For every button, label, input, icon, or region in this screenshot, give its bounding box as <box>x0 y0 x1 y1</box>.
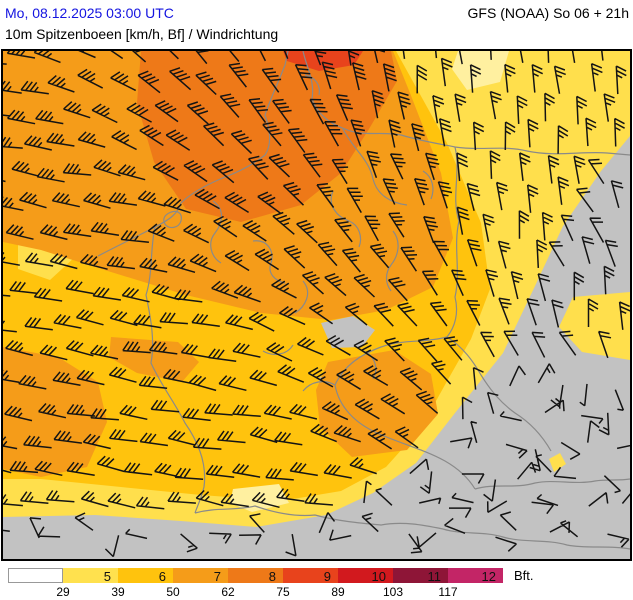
region-bft5-small-diamond <box>549 453 566 472</box>
border-line <box>210 200 223 264</box>
region-pale-ne-patch <box>452 51 509 90</box>
wind-barbs <box>3 51 630 558</box>
datetime-label: Mo, 08.12.2025 03:00 UTC <box>5 5 174 21</box>
legend-threshold: 117 <box>438 585 458 599</box>
legend-class-12: 12 <box>448 568 503 584</box>
border-line <box>262 344 294 355</box>
legend-unit-label: Bft. <box>514 568 534 583</box>
legend-class-9: 9 <box>283 568 338 584</box>
model-run-label: GFS (NOAA) So 06 + 21h <box>467 5 629 21</box>
legend-class-7: 7 <box>173 568 228 584</box>
legend-class-8: 8 <box>228 568 283 584</box>
legend-threshold: 103 <box>382 585 404 599</box>
legend-threshold: 89 <box>331 585 345 599</box>
legend-class-5: 5 <box>63 568 118 584</box>
border-line <box>304 74 320 96</box>
border-line <box>422 170 434 200</box>
border-line <box>446 336 552 452</box>
border-line <box>97 51 289 257</box>
border-line <box>334 146 476 490</box>
header-row: Mo, 08.12.2025 03:00 UTC GFS (NOAA) So 0… <box>5 5 629 21</box>
map-svg <box>3 51 630 558</box>
header: Mo, 08.12.2025 03:00 UTC GFS (NOAA) So 0… <box>0 0 633 48</box>
legend-boxes: 5 6 7 8 9 10 11 12 <box>8 568 503 584</box>
legend-class-11: 11 <box>393 568 448 584</box>
border-line <box>145 226 206 514</box>
region-bft7-france-2 <box>109 337 199 382</box>
weather-map <box>1 49 632 561</box>
region-bft8-northsea <box>137 51 397 222</box>
border-line <box>302 381 336 392</box>
wind-barbs-layer <box>3 51 630 558</box>
map-title: 10m Spitzenboeen [km/h, Bf] / Windrichtu… <box>5 26 279 42</box>
legend-threshold: 62 <box>221 585 235 599</box>
border-line <box>330 190 362 248</box>
border-line <box>252 240 286 284</box>
legend-class-6: 6 <box>118 568 173 584</box>
legend-class-10: 10 <box>338 568 393 584</box>
border-line <box>194 505 444 530</box>
border-line <box>294 280 309 314</box>
legend-class-below-29 <box>8 568 63 583</box>
legend-threshold: 29 <box>56 585 70 599</box>
region-bft5-right-edge-patch <box>559 292 630 360</box>
region-grayspot-czech-1 <box>321 316 375 348</box>
border-line <box>474 478 630 490</box>
legend-threshold: 39 <box>111 585 125 599</box>
legend-threshold: 75 <box>276 585 290 599</box>
border-line <box>163 210 182 229</box>
legend-threshold: 50 <box>166 585 180 599</box>
border-line <box>385 230 399 292</box>
border-line <box>442 528 630 550</box>
